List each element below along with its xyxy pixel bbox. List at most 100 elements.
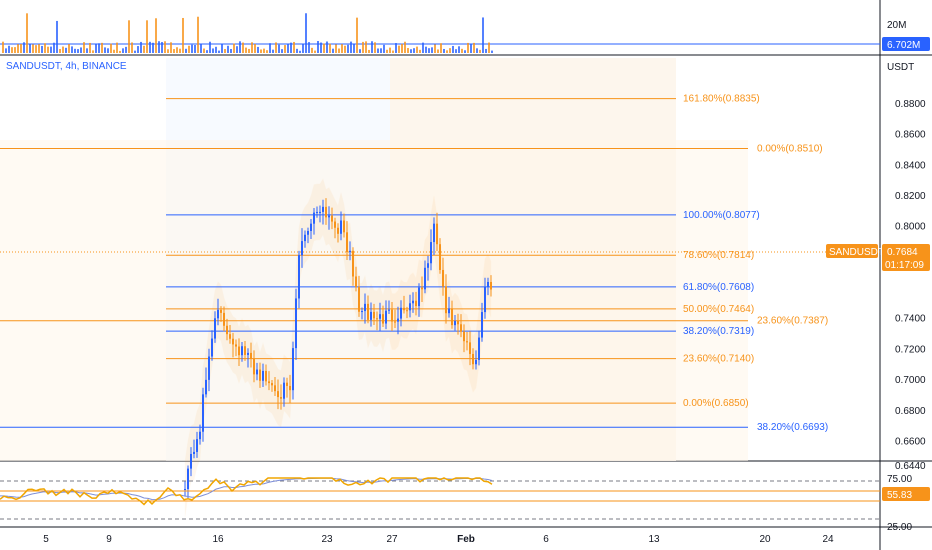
candle-body <box>229 334 231 339</box>
volume-bar <box>224 49 226 53</box>
volume-bar <box>479 49 481 53</box>
volume-bar <box>83 42 85 53</box>
volume-bar <box>107 48 109 53</box>
candle-body <box>214 318 216 339</box>
volume-bar <box>350 41 352 53</box>
candle-body <box>472 353 474 365</box>
candle-body <box>403 307 405 311</box>
bollinger-fill <box>185 178 491 518</box>
rsi-current-tag <box>882 487 930 501</box>
volume-bar <box>14 47 16 53</box>
volume-bar <box>26 13 28 54</box>
volume-bar <box>446 50 448 53</box>
candle-body <box>361 311 363 313</box>
candle-body <box>262 370 264 381</box>
volume-bar <box>53 42 55 53</box>
volume-bar <box>269 43 271 53</box>
volume-bar <box>308 42 310 53</box>
volume-bar <box>401 43 403 53</box>
volume-bar <box>275 42 277 53</box>
volume-bar <box>431 47 433 53</box>
volume-bar <box>200 43 202 53</box>
candle-body <box>280 397 282 399</box>
price-axis[interactable]: 0.88000.86000.84000.82000.80000.78000.74… <box>895 99 926 472</box>
volume-bar <box>368 49 370 53</box>
volume-bar <box>113 49 115 53</box>
candle-body <box>226 325 228 335</box>
volume-bar <box>335 44 337 53</box>
time-axis[interactable]: 5 9 16 23 27 Feb 6 13 20 24 <box>43 534 834 545</box>
volume-bar <box>371 41 373 53</box>
candle-body <box>289 385 291 391</box>
volume-bar <box>221 43 223 53</box>
time-tick-label: 27 <box>386 534 398 545</box>
volume-bars <box>2 13 493 54</box>
volume-bar <box>299 50 301 53</box>
volume-bar <box>422 42 424 53</box>
symbol-title[interactable]: SANDUSDT, 4h, BINANCE <box>6 61 127 72</box>
volume-bar <box>440 43 442 53</box>
volume-bar <box>71 46 73 53</box>
time-tick-label: 13 <box>648 534 660 545</box>
candle-body <box>418 287 420 307</box>
volume-bar <box>239 41 241 53</box>
candle-body <box>343 220 345 233</box>
volume-bar <box>35 45 37 53</box>
candle-body <box>379 314 381 319</box>
volume-bar <box>242 42 244 53</box>
volume-bar <box>167 49 169 53</box>
candle-body <box>292 348 294 391</box>
candle-body <box>391 309 393 322</box>
volume-bar <box>176 47 178 53</box>
candle-body <box>436 223 438 245</box>
volume-bar <box>197 16 199 53</box>
volume-bar <box>98 43 100 53</box>
candle-body <box>478 337 480 360</box>
volume-bar <box>8 45 10 53</box>
candle-body <box>265 370 267 382</box>
fib-retracement-lines[interactable]: 161.80%(0.8835) 100.00%(0.8077) 78.60%(0.7… <box>0 94 828 434</box>
volume-bar <box>470 44 472 53</box>
candle-body <box>316 211 318 213</box>
volume-bar <box>290 42 292 53</box>
volume-bar <box>29 43 31 53</box>
candle-body <box>469 342 471 354</box>
volume-bar <box>173 49 175 53</box>
volume-bar <box>11 47 13 53</box>
volume-current-value: 6.702M <box>887 40 920 51</box>
price-tick-label: 0.6600 <box>895 436 926 447</box>
volume-bar <box>359 49 361 53</box>
candle-body <box>370 311 372 320</box>
volume-bar <box>287 44 289 53</box>
volume-bar <box>320 42 322 53</box>
volume-bar <box>293 41 295 53</box>
volume-bar <box>314 50 316 53</box>
fib-level-label: 0.00%(0.6850) <box>683 398 749 409</box>
price-tick-label: 0.7400 <box>895 314 926 325</box>
volume-bar <box>389 47 391 53</box>
fib-level-label: 161.80%(0.8835) <box>683 94 760 105</box>
candle-body <box>376 318 378 320</box>
volume-bar <box>437 49 439 53</box>
time-tick-label: 5 <box>43 534 49 545</box>
candle-body <box>460 324 462 332</box>
volume-bar <box>311 47 313 53</box>
volume-bar <box>473 42 475 53</box>
rsi-current-value: 55.83 <box>887 490 912 501</box>
volume-bar <box>125 46 127 53</box>
last-price-tag <box>882 244 930 271</box>
volume-bar <box>146 20 148 54</box>
volume-bar <box>194 44 196 53</box>
candle-body <box>412 300 414 304</box>
candle-body <box>271 383 273 386</box>
volume-bar <box>380 48 382 53</box>
volume-bar <box>110 43 112 53</box>
volume-bar <box>209 41 211 53</box>
candle-body <box>205 379 207 395</box>
volume-bar <box>191 44 193 53</box>
candle-body <box>388 309 390 311</box>
candle-body <box>340 220 342 234</box>
volume-bar <box>284 45 286 53</box>
candle-body <box>451 308 453 326</box>
